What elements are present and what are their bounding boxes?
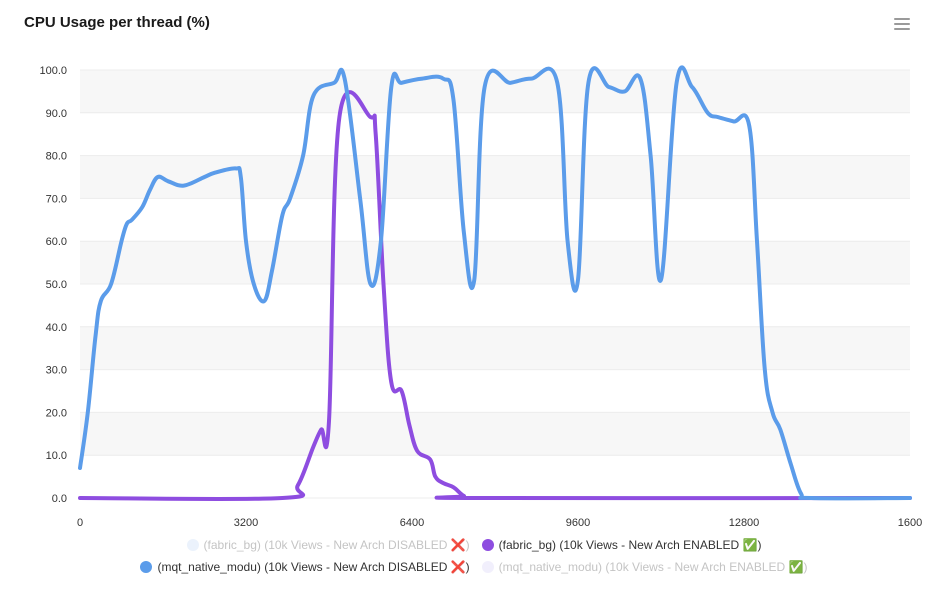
legend-label: (fabric_bg) (10k Views - New Arch ENABLE…: [498, 538, 762, 552]
legend-item-mqt-native-enabled[interactable]: (mqt_native_modu) (10k Views - New Arch …: [481, 560, 808, 574]
grid-band: [80, 155, 910, 199]
y-axis-tick-labels: 0.0 10.0 20.0 30.0 40.0 50.0 60.0 70.0 80.0 90.0 1…: [39, 65, 67, 505]
cpu-usage-line-chart: 0.0 10.0 20.0 30.0 40.0 50.0 60.0 70.0 80.0 90.0 1…: [39, 65, 922, 529]
legend-marker-icon: [186, 539, 199, 551]
legend-row-1: (fabric_bg) (10k Views - New Arch DISABL…: [0, 534, 948, 556]
grid-band: [80, 241, 910, 284]
y-tick-label: 60.0: [46, 236, 67, 248]
x-tick-label: 0: [77, 517, 83, 529]
grid-bands: [80, 70, 910, 456]
grid-band: [80, 326, 910, 370]
y-tick-label: 70.0: [46, 193, 67, 205]
x-tick-label: 6400: [400, 517, 424, 529]
y-tick-label: 0.0: [52, 493, 67, 505]
y-tick-label: 40.0: [46, 322, 67, 334]
y-tick-label: 50.0: [46, 279, 67, 291]
x-tick-label: 9600: [566, 517, 590, 529]
legend-label: (fabric_bg) (10k Views - New Arch DISABL…: [203, 538, 470, 552]
y-tick-label: 30.0: [46, 365, 67, 377]
y-tick-label: 10.0: [46, 450, 67, 462]
x-tick-label: 1600: [898, 517, 922, 529]
legend-item-fabric-bg-enabled[interactable]: (fabric_bg) (10k Views - New Arch ENABLE…: [481, 538, 762, 552]
series-line-2: [78, 65, 912, 501]
grid-lines: [80, 69, 910, 499]
x-axis-tick-labels: 0 3200 6400 9600 12800 1600: [77, 517, 922, 529]
x-tick-label: 12800: [729, 517, 760, 529]
y-tick-label: 100.0: [39, 65, 67, 77]
legend-item-mqt-native-disabled[interactable]: (mqt_native_modu) (10k Views - New Arch …: [140, 560, 470, 574]
x-tick-label: 3200: [234, 517, 258, 529]
grid-band: [80, 70, 910, 113]
series-lines: [78, 65, 912, 502]
chart-legend: (fabric_bg) (10k Views - New Arch DISABL…: [0, 534, 948, 578]
legend-item-fabric-bg-disabled[interactable]: (fabric_bg) (10k Views - New Arch DISABL…: [186, 538, 470, 552]
grid-band: [80, 412, 910, 456]
legend-marker-icon: [140, 561, 153, 573]
legend-row-2: (mqt_native_modu) (10k Views - New Arch …: [0, 556, 948, 578]
series-line-1: [78, 90, 912, 502]
y-tick-label: 80.0: [46, 151, 67, 163]
chart-title: CPU Usage per thread (%): [24, 14, 210, 31]
legend-label: (mqt_native_modu) (10k Views - New Arch …: [498, 560, 808, 574]
hamburger-menu-icon[interactable]: [892, 18, 912, 34]
y-tick-label: 90.0: [46, 108, 67, 120]
y-tick-label: 20.0: [46, 407, 67, 419]
legend-label: (mqt_native_modu) (10k Views - New Arch …: [157, 560, 470, 574]
legend-marker-icon: [481, 561, 494, 573]
legend-marker-icon: [481, 539, 494, 551]
